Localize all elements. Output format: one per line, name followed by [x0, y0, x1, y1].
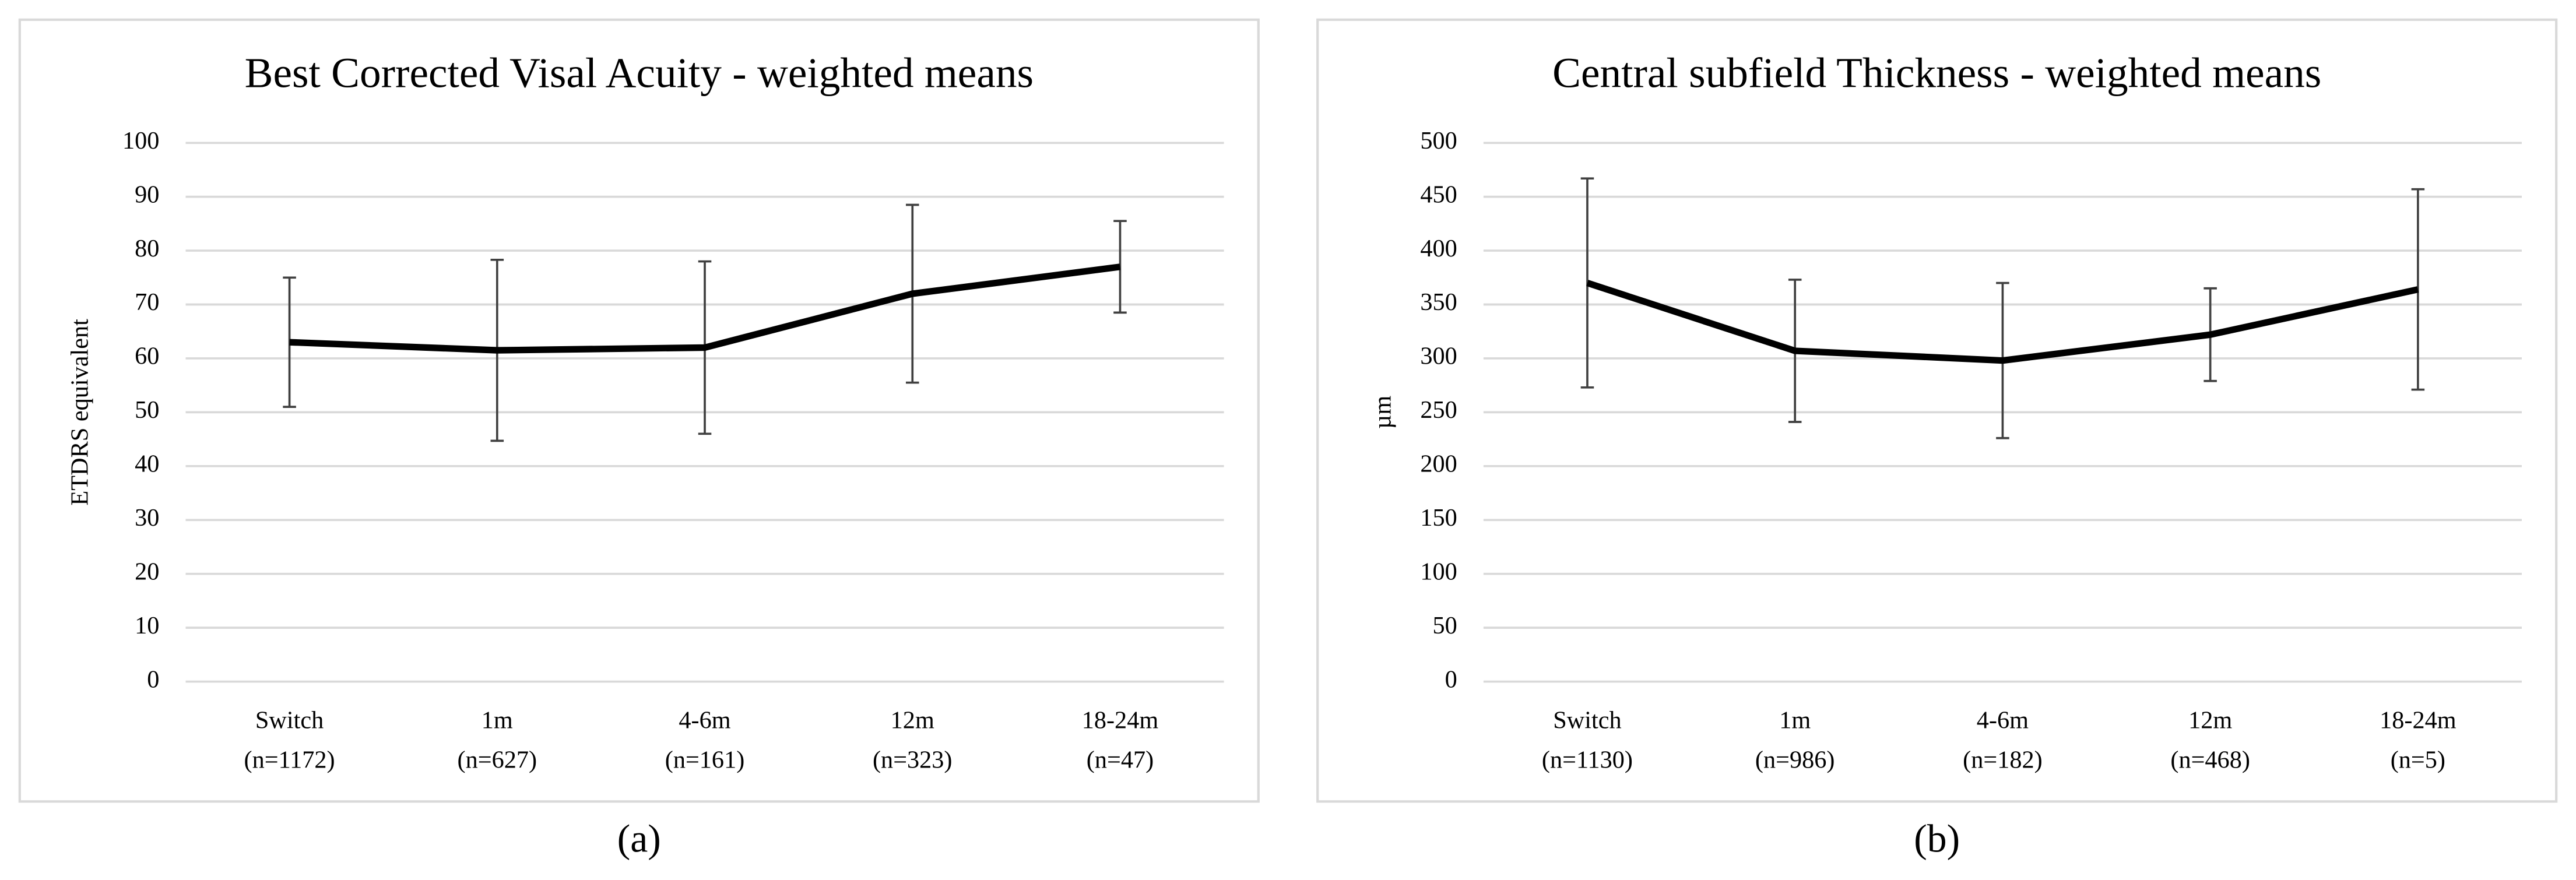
y-tick-label: 90: [135, 181, 159, 208]
chart-panel: Central subfield Thickness - weighted me…: [1316, 18, 2558, 860]
y-tick-label: 100: [1420, 558, 1457, 585]
x-tick-label: 1m: [482, 707, 513, 734]
y-tick-label: 10: [135, 612, 159, 639]
x-tick-count: (n=161): [665, 746, 745, 773]
x-tick-count: (n=468): [2170, 746, 2250, 773]
x-tick-label: 18-24m: [1082, 707, 1159, 734]
y-tick-label: 80: [135, 235, 159, 262]
y-tick-label: 0: [147, 666, 159, 693]
y-tick-label: 100: [122, 127, 159, 154]
y-tick-label: 300: [1420, 343, 1457, 370]
x-tick-count: (n=986): [1755, 746, 1835, 773]
x-tick-count: (n=5): [2391, 746, 2445, 773]
y-tick-label: 50: [1433, 612, 1457, 639]
x-tick-label: Switch: [1553, 707, 1621, 734]
y-tick-label: 30: [135, 504, 159, 531]
x-tick-count: (n=182): [1963, 746, 2043, 773]
y-tick-label: 20: [135, 558, 159, 585]
x-tick-count: (n=627): [458, 746, 537, 773]
y-tick-label: 50: [135, 396, 159, 424]
y-tick-label: 200: [1420, 450, 1457, 478]
y-tick-label: 250: [1420, 396, 1457, 424]
x-tick-label: 12m: [2188, 707, 2232, 734]
y-tick-label: 400: [1420, 235, 1457, 262]
y-tick-label: 60: [135, 343, 159, 370]
x-tick-label: 4-6m: [679, 707, 730, 734]
data-line: [289, 263, 1121, 354]
chart-title: Central subfield Thickness - weighted me…: [1552, 49, 2321, 96]
x-tick-label: 18-24m: [2380, 707, 2456, 734]
chart-title: Best Corrected Visal Acuity - weighted m…: [245, 49, 1034, 96]
data-line: [1586, 280, 2419, 364]
y-tick-label: 350: [1420, 288, 1457, 316]
y-tick-label: 500: [1420, 127, 1457, 154]
y-tick-label: 40: [135, 450, 159, 478]
y-tick-label: 450: [1420, 181, 1457, 208]
x-tick-label: 1m: [1779, 707, 1811, 734]
y-axis-label: µm: [1369, 396, 1396, 429]
x-tick-label: 4-6m: [1977, 707, 2029, 734]
x-tick-label: 12m: [891, 707, 934, 734]
y-tick-label: 150: [1420, 504, 1457, 531]
caption: (a): [617, 816, 661, 860]
x-tick-label: Switch: [255, 707, 324, 734]
panel-border: [1316, 18, 2558, 803]
y-tick-label: 70: [135, 288, 159, 316]
y-axis-label: ETDRS equivalent: [66, 319, 94, 506]
x-tick-count: (n=323): [873, 746, 953, 773]
x-tick-count: (n=1172): [244, 746, 335, 773]
panel-border: [18, 18, 1260, 803]
x-tick-count: (n=47): [1087, 746, 1154, 773]
caption: (b): [1914, 816, 1960, 860]
x-tick-count: (n=1130): [1542, 746, 1633, 773]
y-tick-label: 0: [1445, 666, 1457, 693]
chart-panel: Best Corrected Visal Acuity - weighted m…: [18, 18, 1260, 860]
